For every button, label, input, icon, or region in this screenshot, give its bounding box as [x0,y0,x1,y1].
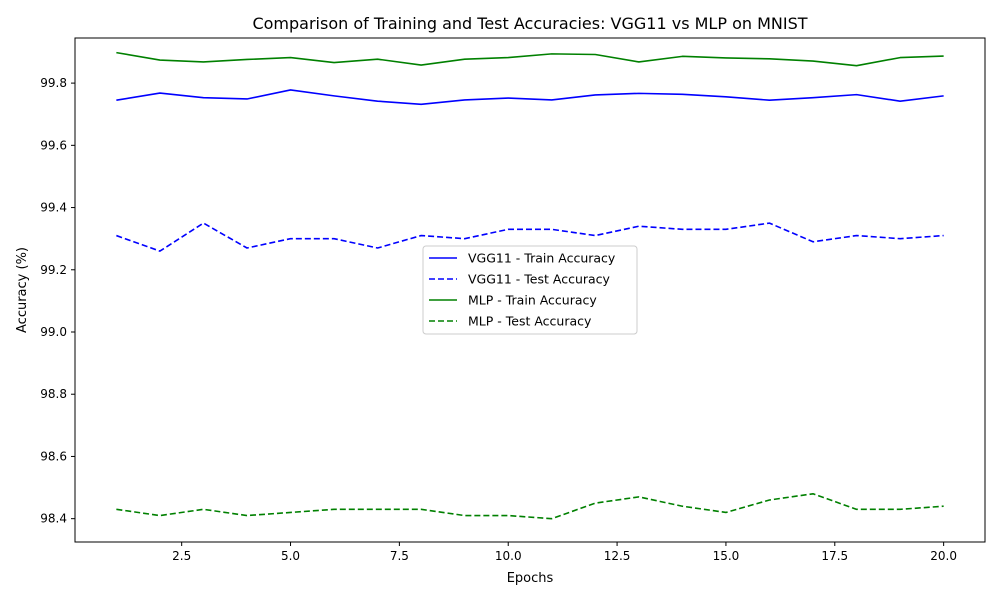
y-tick-label: 98.8 [40,387,67,401]
x-tick-label: 20.0 [930,549,957,563]
y-axis-ticks: 98.4 98.6 98.8 99.0 99.2 99.4 99.6 99.8 [40,76,75,526]
series-line-vgg11-test-accuracy [116,222,944,252]
y-axis-label: Accuracy (%) [15,247,30,333]
legend-box [422,245,638,335]
x-tick-label: 10.0 [495,549,522,563]
legend-label: VGG11 - Train Accuracy [468,251,616,266]
legend-label: VGG11 - Test Accuracy [468,272,611,287]
series-line-vgg11-train-accuracy [116,89,944,106]
y-tick-label: 99.6 [40,138,67,152]
x-axis-ticks: 2.5 5.0 7.5 10.0 12.5 15.0 17.5 20.0 [172,542,957,563]
x-tick-label: 12.5 [604,549,631,563]
y-tick-label: 99.8 [40,76,67,90]
series-line-mlp-train-accuracy [116,51,944,67]
axes-frame [74,37,986,543]
legend-label: MLP - Test Accuracy [468,314,592,329]
chart-title: Comparison of Training and Test Accuraci… [252,14,807,33]
y-tick-label: 98.6 [40,449,67,463]
x-tick-label: 15.0 [713,549,740,563]
y-tick-label: 98.4 [40,512,67,526]
x-tick-label: 5.0 [281,549,300,563]
x-axis-label: Epochs [507,571,554,586]
y-tick-label: 99.2 [40,263,67,277]
y-tick-label: 99.0 [40,325,67,339]
x-tick-label: 2.5 [172,549,191,563]
x-tick-label: 17.5 [821,549,848,563]
legend-label: MLP - Train Accuracy [468,293,597,308]
series-lines [116,51,944,520]
x-tick-label: 7.5 [390,549,409,563]
legend: VGG11 - Train Accuracy VGG11 - Test Accur… [422,245,638,335]
series-line-mlp-test-accuracy [116,492,944,520]
y-tick-label: 99.4 [40,201,67,215]
